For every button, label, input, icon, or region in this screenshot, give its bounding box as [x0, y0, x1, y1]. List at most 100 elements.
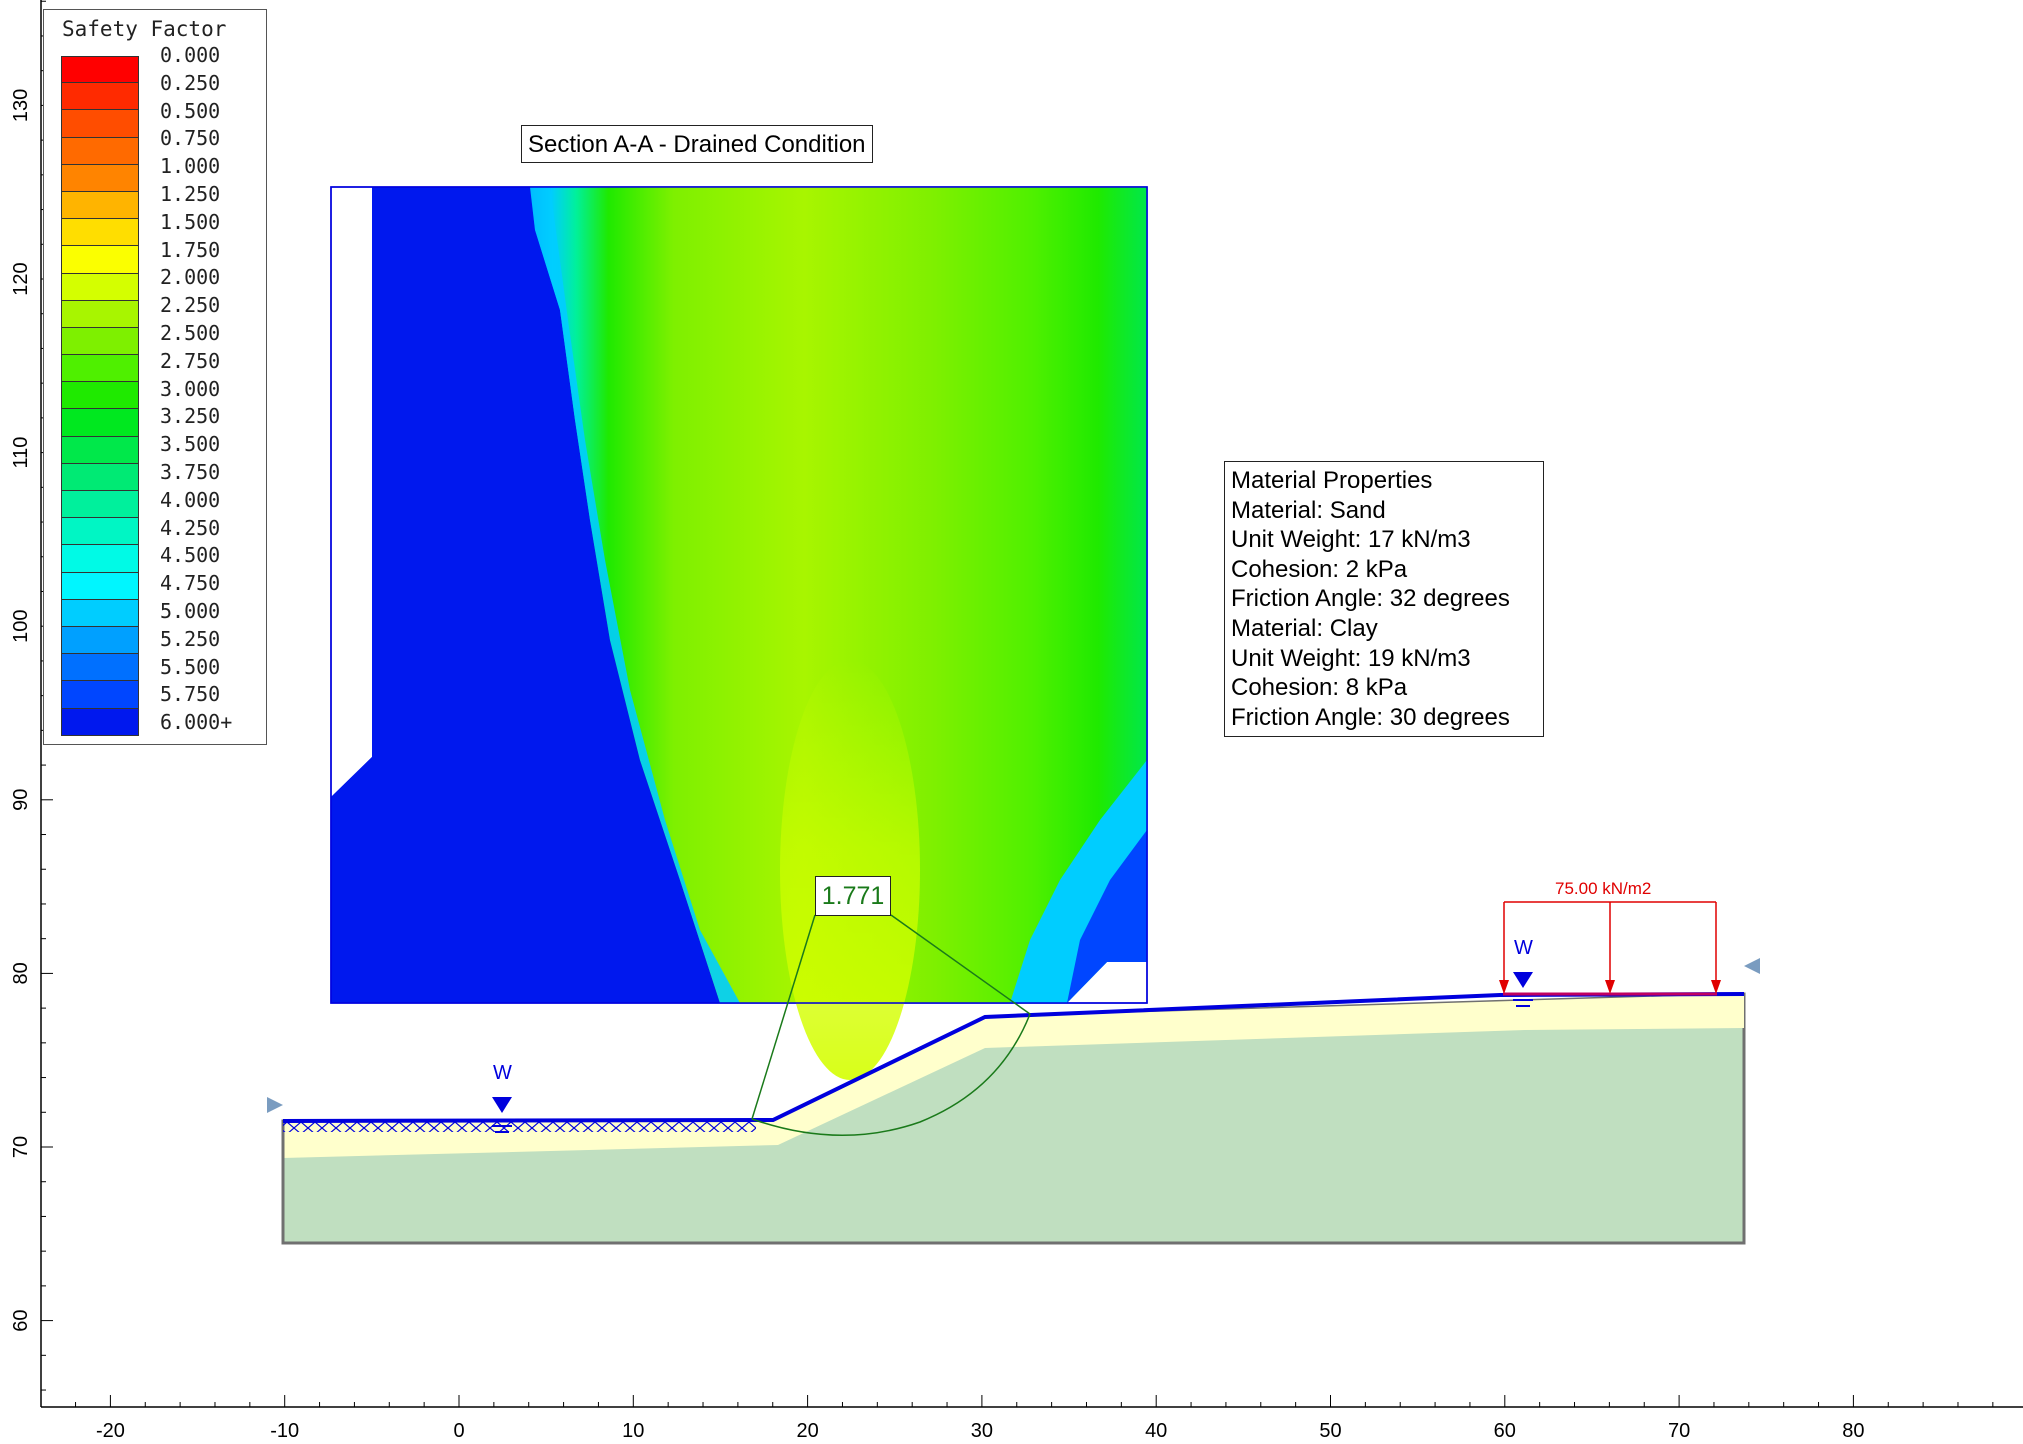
y-tick-label: 90 — [10, 789, 32, 811]
legend-label: 2.250 — [160, 293, 221, 318]
legend-swatch — [61, 273, 139, 301]
legend-label: 1.500 — [160, 209, 221, 234]
y-tick-label: 130 — [10, 89, 32, 122]
y-tick-label: 100 — [10, 610, 32, 643]
factor-of-safety-label[interactable]: 1.771 — [815, 876, 891, 916]
legend-label: 5.750 — [160, 682, 221, 707]
legend-swatch — [61, 327, 139, 356]
legend-swatch — [61, 246, 139, 274]
legend-label: 2.500 — [160, 321, 221, 345]
x-axis-ticks: -20 -10 0 10 20 30 40 50 60 70 80 — [75, 1395, 1994, 1442]
slope-model — [267, 914, 1760, 1245]
safety-factor-contour — [330, 186, 1148, 1080]
legend-swatch — [61, 572, 139, 600]
legend-label: 5.500 — [160, 654, 221, 679]
material-properties-line: Material Properties — [1231, 467, 1433, 494]
legend-label: 3.500 — [160, 432, 221, 457]
legend-swatch — [61, 654, 139, 682]
legend-swatches — [61, 56, 139, 736]
critical-slip-surface — [751, 1013, 1031, 1136]
legend-label: 3.250 — [160, 404, 221, 429]
legend-label: 1.250 — [160, 182, 221, 206]
material-properties-line: Cohesion: 8 kPa — [1231, 674, 1408, 702]
water-marker-left — [492, 1097, 512, 1133]
legend-swatch — [61, 463, 139, 491]
legend-label: 4.250 — [160, 515, 221, 540]
legend-swatch — [61, 164, 139, 192]
legend-label: 0.750 — [160, 126, 221, 151]
x-tick-label: 20 — [796, 1420, 818, 1442]
legend-swatch — [61, 681, 139, 709]
y-axis-ticks: 60 70 80 90 100 110 120 130 — [10, 0, 53, 1391]
material-properties-line: Friction Angle: 32 degrees — [1231, 585, 1510, 613]
legend-swatch — [61, 219, 139, 247]
safety-factor-legend: Safety Factor 0.000 0.250 0.500 0.750 1.000 1… — [43, 9, 267, 745]
y-tick-label: 70 — [10, 1136, 32, 1158]
x-tick-label: -10 — [270, 1420, 299, 1442]
legend-label: 1.000 — [160, 154, 221, 179]
legend-label: 3.000 — [160, 376, 221, 401]
x-tick-label: 60 — [1494, 1420, 1516, 1442]
right-boundary-marker — [1744, 958, 1760, 974]
legend-swatch — [61, 436, 139, 464]
x-tick-label: 50 — [1319, 1420, 1341, 1442]
distributed-load — [1499, 901, 1721, 994]
legend-label: 3.750 — [160, 460, 221, 484]
water-label-right: W — [1514, 937, 1533, 959]
y-tick-label: 60 — [10, 1309, 32, 1331]
load-label: 75.00 kN/m2 — [1555, 879, 1652, 898]
legend-swatch — [61, 56, 139, 84]
legend-label: 6.000+ — [160, 710, 233, 735]
water-ponding-zone — [283, 1121, 756, 1132]
y-tick-label: 80 — [10, 962, 32, 984]
legend-swatch — [61, 599, 139, 627]
x-tick-label: 70 — [1668, 1420, 1690, 1442]
x-tick-label: 0 — [453, 1420, 464, 1442]
material-properties-line: Unit Weight: 17 kN/m3 — [1231, 526, 1471, 554]
water-label-left: W — [493, 1062, 512, 1084]
y-tick-label: 120 — [10, 262, 32, 295]
x-tick-label: -20 — [96, 1420, 125, 1442]
legend-label: 4.500 — [160, 543, 221, 568]
legend-swatch — [61, 191, 139, 220]
legend-swatch — [61, 300, 139, 328]
legend-swatch — [61, 83, 139, 111]
legend-swatch — [61, 491, 139, 519]
legend-label: 2.000 — [160, 265, 221, 290]
x-tick-label: 10 — [622, 1420, 644, 1442]
water-marker-right — [1513, 972, 1533, 1007]
x-tick-label: 80 — [1842, 1420, 1864, 1442]
material-properties-line: Cohesion: 2 kPa — [1231, 555, 1408, 583]
legend-label: 2.750 — [160, 348, 221, 373]
section-title: Section A-A - Drained Condition — [521, 125, 873, 163]
legend-swatch — [61, 708, 139, 736]
material-properties-line: Unit Weight: 19 kN/m3 — [1231, 644, 1471, 672]
legend-label: 0.000 — [160, 43, 221, 67]
left-boundary-marker — [267, 1097, 283, 1113]
sand-layer — [283, 994, 1744, 1158]
material-properties-line: Material: Sand — [1231, 496, 1386, 524]
material-properties-line: Friction Angle: 30 degrees — [1231, 703, 1510, 731]
x-tick-label: 40 — [1145, 1420, 1167, 1442]
legend-label: 4.750 — [160, 571, 221, 596]
legend-swatch — [61, 409, 139, 437]
x-tick-label: 30 — [971, 1420, 993, 1442]
legend-swatch — [61, 518, 139, 546]
legend-label: 5.250 — [160, 626, 221, 651]
legend-label: 5.000 — [160, 599, 221, 623]
legend-swatch — [61, 355, 139, 383]
legend-title: Safety Factor — [62, 17, 227, 41]
y-tick-label: 110 — [10, 437, 32, 469]
legend-swatch — [61, 626, 139, 655]
legend-label: 0.500 — [160, 98, 221, 123]
legend-label: 1.750 — [160, 237, 221, 262]
legend-swatch — [61, 545, 139, 573]
legend-label: 0.250 — [160, 70, 221, 95]
legend-swatch — [61, 110, 139, 138]
legend-swatch — [61, 382, 139, 410]
legend-label: 4.000 — [160, 487, 221, 512]
legend-swatch — [61, 137, 139, 165]
material-properties-line: Material: Clay — [1231, 614, 1378, 642]
